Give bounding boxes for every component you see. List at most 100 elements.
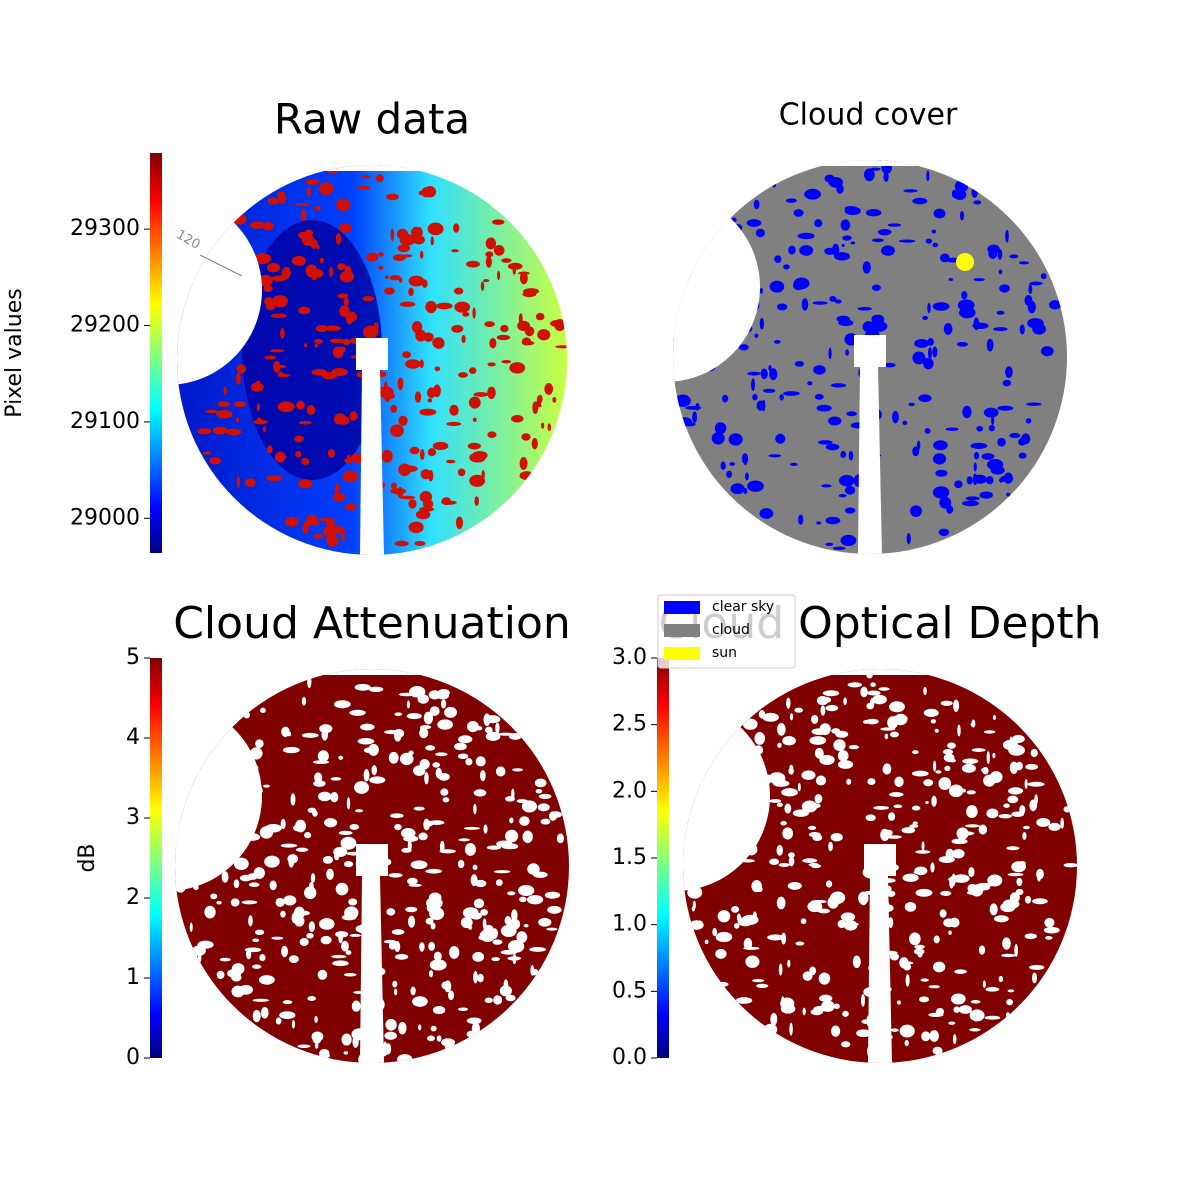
texture: [848, 922, 859, 927]
texture: [830, 383, 847, 388]
texture: [436, 1035, 442, 1042]
texture: [863, 720, 869, 724]
texture: [434, 366, 441, 372]
texture: [737, 916, 754, 927]
texture: [493, 244, 505, 256]
texture: [769, 368, 778, 381]
tick-label: 29000: [70, 505, 140, 530]
texture: [284, 516, 299, 527]
texture: [420, 469, 431, 480]
texture: [544, 383, 554, 395]
texture: [429, 706, 440, 716]
texture: [986, 808, 999, 819]
texture: [1027, 781, 1045, 787]
texture: [831, 1028, 836, 1037]
mask-top: [175, 669, 569, 675]
texture: [267, 197, 280, 205]
tick-label: 0.5: [612, 978, 647, 1003]
texture: [689, 920, 704, 930]
texture: [530, 968, 539, 976]
texture: [759, 508, 774, 519]
texture: [871, 238, 885, 243]
texture: [343, 972, 357, 977]
texture: [776, 844, 783, 856]
texture: [204, 905, 216, 919]
texture: [781, 788, 798, 797]
texture: [962, 758, 979, 765]
texture: [814, 747, 824, 759]
texture: [205, 409, 218, 414]
texture: [828, 347, 832, 360]
texture: [996, 310, 1005, 315]
texture: [480, 769, 486, 782]
texture: [753, 199, 760, 210]
texture: [449, 945, 460, 959]
texture: [517, 320, 531, 331]
texture: [973, 317, 980, 331]
texture: [381, 449, 393, 463]
texture: [272, 295, 289, 308]
texture: [399, 752, 414, 766]
texture: [957, 831, 975, 836]
texture: [973, 451, 980, 460]
texture: [811, 728, 828, 735]
texture: [788, 856, 795, 867]
texture: [932, 302, 950, 311]
texture: [769, 280, 785, 293]
texture: [333, 413, 347, 425]
texture: [1045, 935, 1053, 940]
texture: [804, 188, 821, 200]
texture: [892, 410, 899, 424]
texture: [1032, 323, 1046, 335]
texture: [925, 238, 933, 244]
texture: [1006, 492, 1011, 497]
texture: [1009, 254, 1019, 259]
texture: [887, 223, 902, 227]
texture: [857, 306, 873, 311]
texture: [398, 463, 412, 477]
texture: [408, 750, 414, 756]
texture: [922, 315, 928, 321]
texture: [244, 478, 256, 487]
colorbar-label: Pixel values: [2, 288, 27, 417]
texture: [866, 690, 881, 696]
texture: [852, 955, 861, 969]
texture: [446, 459, 456, 464]
texture: [236, 364, 247, 374]
mask-square: [854, 335, 886, 367]
texture: [1006, 998, 1014, 1006]
texture: [915, 850, 931, 854]
texture: [307, 675, 312, 689]
texture: [338, 346, 347, 353]
texture: [825, 516, 841, 525]
texture: [332, 493, 346, 502]
texture: [768, 454, 782, 458]
texture: [865, 718, 879, 725]
texture: [398, 1021, 407, 1035]
texture: [253, 867, 265, 879]
texture: [235, 417, 240, 423]
texture: [932, 760, 937, 772]
texture: [433, 951, 442, 962]
texture: [880, 727, 896, 731]
texture: [260, 1006, 269, 1019]
texture: [847, 682, 863, 688]
texture: [901, 827, 916, 834]
texture: [938, 777, 952, 791]
texture: [496, 840, 513, 848]
texture: [738, 344, 749, 351]
texture: [812, 301, 828, 305]
texture: [939, 909, 947, 918]
texture: [457, 753, 469, 760]
texture: [390, 228, 395, 242]
texture: [216, 900, 222, 905]
texture: [774, 255, 782, 263]
texture: [1018, 452, 1027, 459]
texture: [932, 486, 950, 499]
texture: [743, 457, 747, 466]
texture: [939, 496, 952, 509]
texture: [812, 803, 821, 809]
texture: [787, 959, 791, 968]
texture: [549, 811, 562, 818]
texture: [318, 1053, 331, 1059]
